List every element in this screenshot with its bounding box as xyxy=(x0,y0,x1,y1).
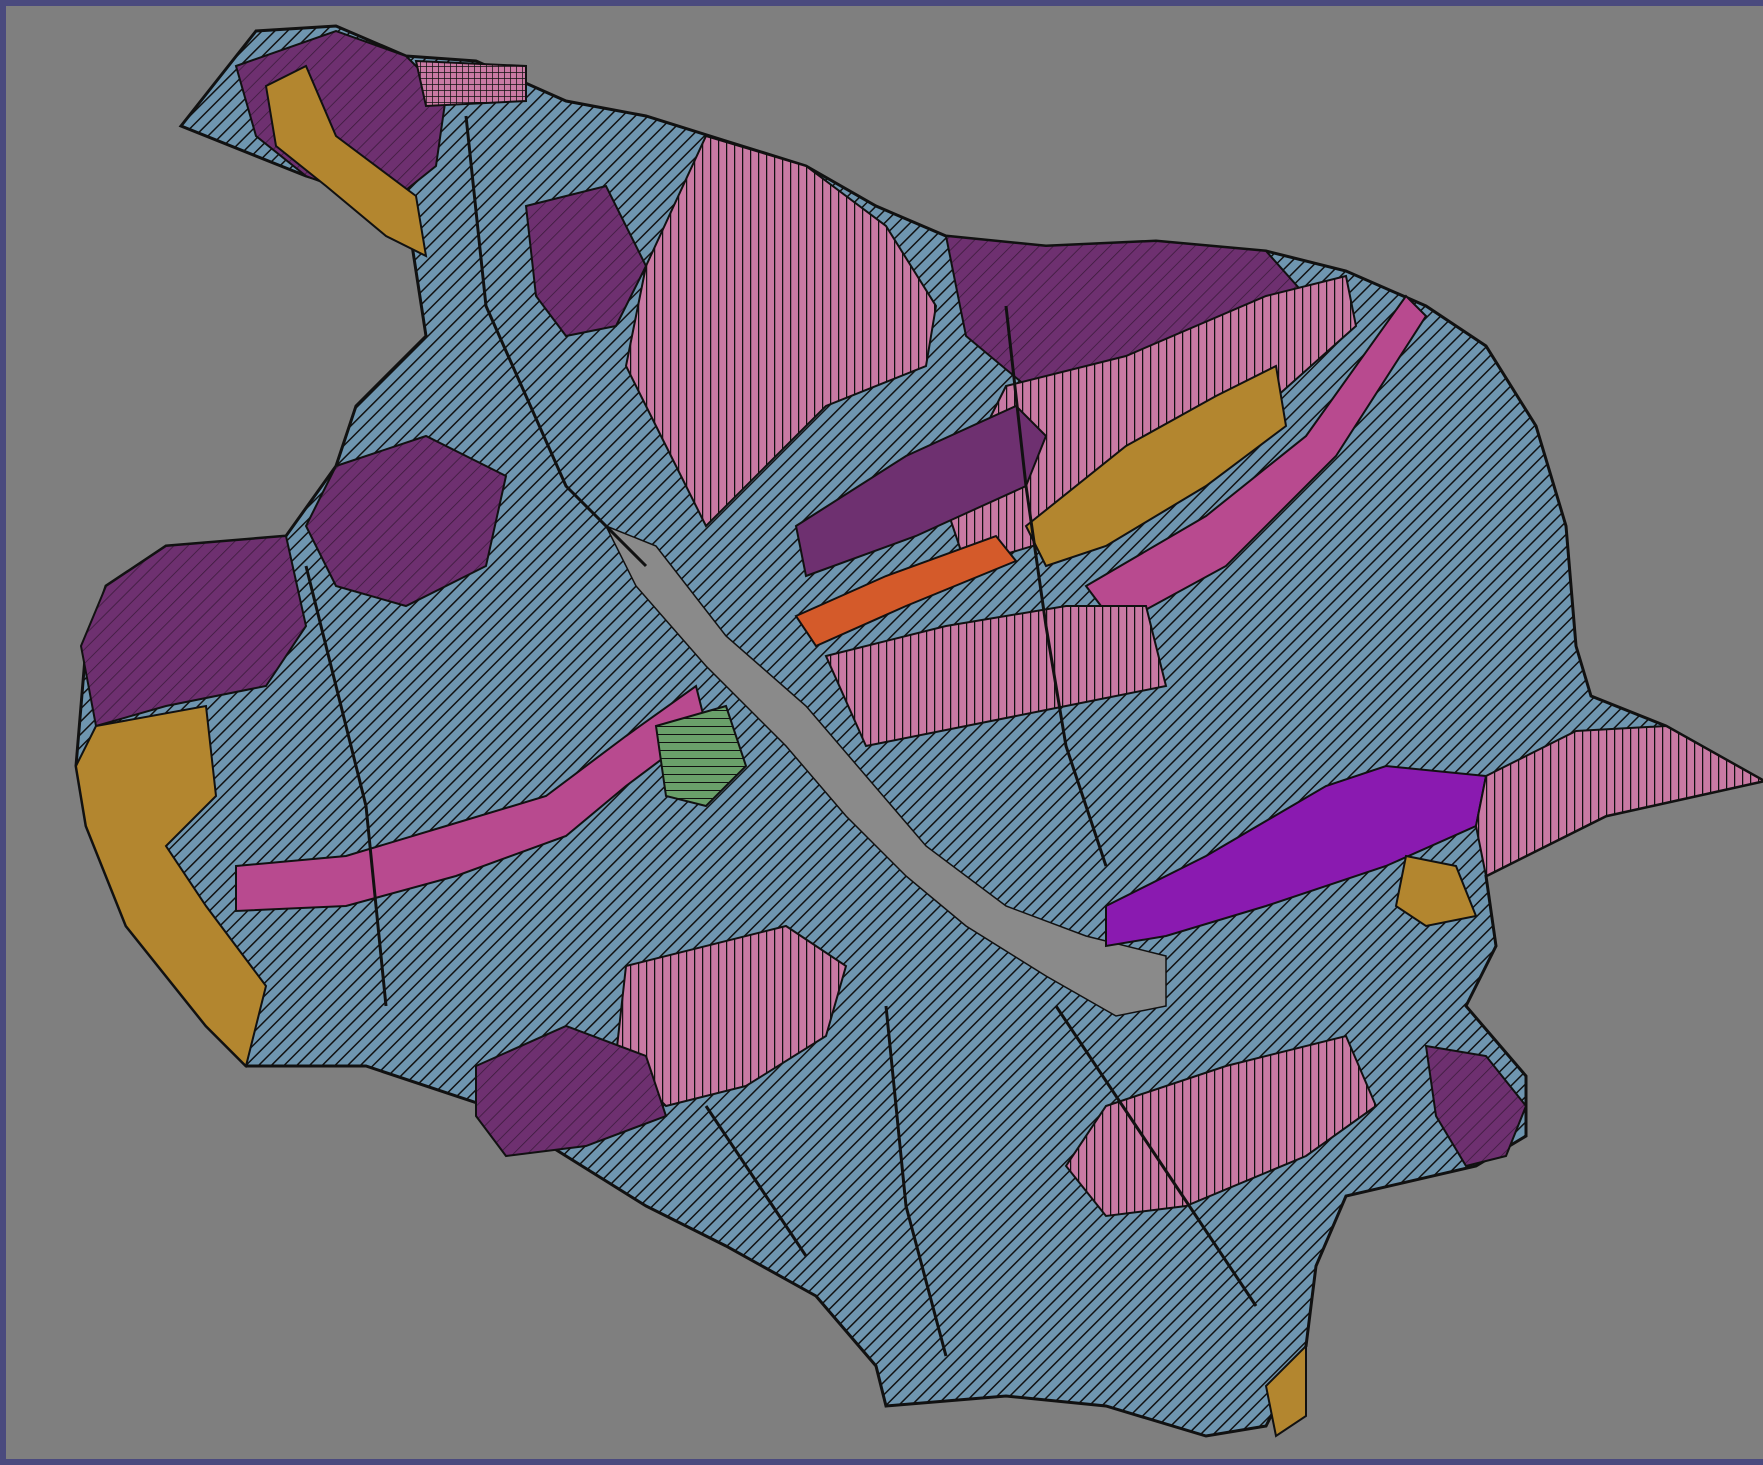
parcel-magenta-east[interactable] xyxy=(1084,294,1428,628)
parcel-pink-east-2[interactable] xyxy=(824,605,1168,748)
parcel-green-west[interactable] xyxy=(654,704,748,808)
road-network xyxy=(304,115,1258,1357)
parcel-gold-west[interactable] xyxy=(74,704,268,1068)
parcel-purple-south[interactable] xyxy=(475,1024,668,1158)
parcel-gold-east-2[interactable] xyxy=(1394,854,1478,928)
parcel-pink-far-east[interactable] xyxy=(1474,724,1763,878)
corridor-gray xyxy=(604,524,1167,1017)
parcel-pink-south-2[interactable] xyxy=(1064,1034,1378,1218)
parcel-purple-solid-east[interactable] xyxy=(794,404,1048,578)
parcel-purple-southeast[interactable] xyxy=(1424,1044,1528,1168)
parcel-pink-north-1[interactable] xyxy=(414,59,527,108)
parcel-gold-south[interactable] xyxy=(1264,1343,1307,1438)
parcel-purple-west-2[interactable] xyxy=(304,434,508,608)
parcel-purple-west[interactable] xyxy=(79,534,308,728)
parcel-pink-north-2[interactable] xyxy=(624,134,938,528)
parcel-gold-east[interactable] xyxy=(1024,364,1288,568)
land-use-map[interactable] xyxy=(6,6,1763,1465)
parcel-gold-nw[interactable] xyxy=(264,64,428,258)
parcel-purple-north-center[interactable] xyxy=(524,184,648,338)
parcel-orange-east[interactable] xyxy=(794,534,1018,648)
